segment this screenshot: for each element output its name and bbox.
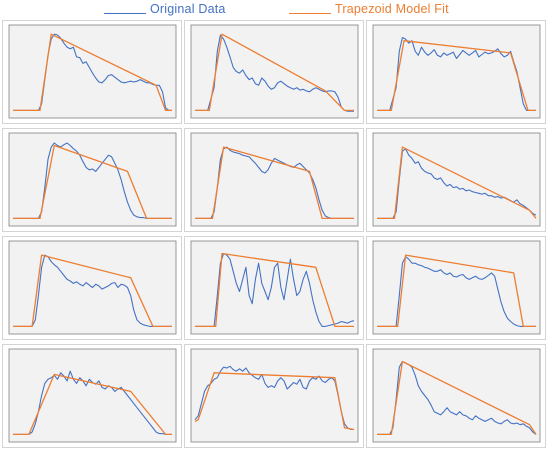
chart-panel (2, 344, 182, 448)
original-data-line (194, 365, 354, 431)
trapezoid-fit-line (13, 144, 172, 220)
legend: Original Data Trapezoid Model Fit (0, 0, 550, 22)
chart-panel (366, 128, 546, 232)
chart-svg (372, 132, 541, 227)
trapezoid-fit-line (377, 254, 536, 328)
plot-area (190, 24, 359, 119)
trapezoid-fit-line (13, 254, 172, 328)
chart-svg (8, 24, 177, 119)
chart-panel (366, 344, 546, 448)
original-data-line (195, 252, 355, 327)
trapezoid-fit-line (377, 146, 537, 220)
chart-panel (2, 236, 182, 340)
chart-svg (190, 240, 359, 335)
chart-panel (184, 20, 364, 124)
chart-panel (184, 128, 364, 232)
legend-fit-label: Trapezoid Model Fit (335, 2, 449, 16)
legend-original-label: Original Data (150, 2, 226, 16)
original-data-line (195, 34, 354, 112)
plot-area (190, 132, 359, 227)
chart-svg (190, 24, 359, 119)
original-data-line (13, 254, 172, 327)
trapezoid-fit-line (195, 33, 354, 112)
chart-panel (2, 20, 182, 124)
trapezoid-fit-line (195, 252, 354, 328)
original-data-line (377, 360, 537, 435)
original-data-line (13, 370, 172, 435)
chart-panel (184, 344, 364, 448)
plot-area (372, 240, 541, 335)
plot-area (8, 24, 177, 119)
legend-original-line (104, 13, 146, 14)
chart-svg (372, 348, 541, 443)
trapezoid-fit-line (194, 372, 355, 431)
plot-area (190, 348, 359, 443)
chart-panel (366, 236, 546, 340)
chart-svg (372, 240, 541, 335)
plot-area (8, 132, 177, 227)
trapezoid-fit-line (377, 360, 537, 436)
plot-area (372, 348, 541, 443)
original-data-line (377, 256, 536, 327)
chart-svg (8, 240, 177, 335)
plot-area (372, 24, 541, 119)
trapezoid-fit-line (195, 146, 354, 220)
chart-svg (190, 132, 359, 227)
chart-svg (190, 348, 359, 443)
legend-fit-line (289, 13, 331, 14)
original-data-line (195, 146, 354, 219)
trapezoid-fit-line (13, 33, 172, 112)
chart-panel (184, 236, 364, 340)
chart-panel (2, 128, 182, 232)
plot-area (8, 348, 177, 443)
chart-svg (8, 348, 177, 443)
trapezoid-fit-line (377, 40, 536, 112)
chart-svg (8, 132, 177, 227)
plot-area (372, 132, 541, 227)
chart-panel (366, 20, 546, 124)
original-data-line (13, 33, 172, 111)
chart-svg (372, 24, 541, 119)
trapezoid-fit-line (13, 373, 172, 436)
